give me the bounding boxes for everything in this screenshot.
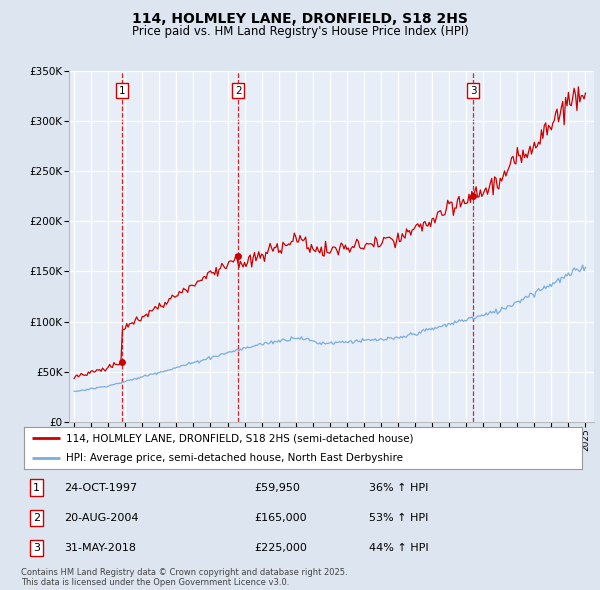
Text: HPI: Average price, semi-detached house, North East Derbyshire: HPI: Average price, semi-detached house,…: [66, 453, 403, 463]
Text: 2: 2: [33, 513, 40, 523]
Text: 53% ↑ HPI: 53% ↑ HPI: [369, 513, 428, 523]
Text: 24-OCT-1997: 24-OCT-1997: [64, 483, 137, 493]
Text: £59,950: £59,950: [254, 483, 300, 493]
Text: 1: 1: [119, 86, 125, 96]
Text: £165,000: £165,000: [254, 513, 307, 523]
Text: £225,000: £225,000: [254, 543, 307, 553]
Text: 1: 1: [33, 483, 40, 493]
Text: 3: 3: [470, 86, 476, 96]
Text: 114, HOLMLEY LANE, DRONFIELD, S18 2HS (semi-detached house): 114, HOLMLEY LANE, DRONFIELD, S18 2HS (s…: [66, 433, 413, 443]
Text: 20-AUG-2004: 20-AUG-2004: [64, 513, 139, 523]
Text: Contains HM Land Registry data © Crown copyright and database right 2025.
This d: Contains HM Land Registry data © Crown c…: [21, 568, 347, 587]
Text: 2: 2: [235, 86, 242, 96]
Text: 114, HOLMLEY LANE, DRONFIELD, S18 2HS: 114, HOLMLEY LANE, DRONFIELD, S18 2HS: [132, 12, 468, 26]
Text: 3: 3: [33, 543, 40, 553]
Text: 36% ↑ HPI: 36% ↑ HPI: [369, 483, 428, 493]
Text: 44% ↑ HPI: 44% ↑ HPI: [369, 543, 429, 553]
Text: Price paid vs. HM Land Registry's House Price Index (HPI): Price paid vs. HM Land Registry's House …: [131, 25, 469, 38]
Text: 31-MAY-2018: 31-MAY-2018: [64, 543, 136, 553]
